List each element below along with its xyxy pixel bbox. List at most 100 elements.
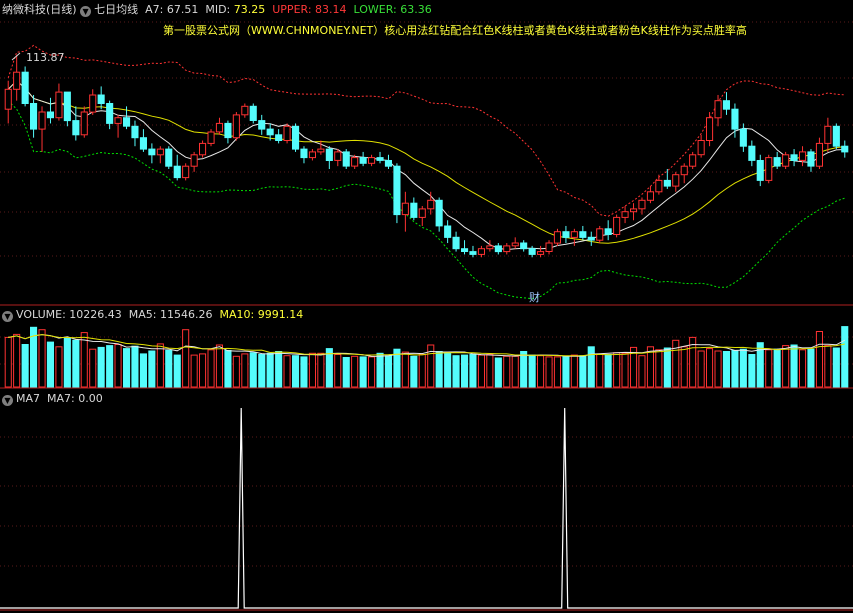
volume-bar: [596, 354, 604, 388]
volume-bar: [46, 341, 55, 388]
candle-body: [469, 251, 477, 255]
candle-body: [621, 211, 629, 218]
volume-bar: [722, 351, 731, 388]
volume-bar: [579, 355, 587, 388]
ma7-panel: [0, 407, 853, 609]
chevron-down-icon[interactable]: ▼: [80, 6, 92, 17]
volume-bar: [275, 351, 283, 388]
candle-body: [782, 154, 790, 167]
candle-body: [815, 142, 824, 167]
candle-body: [494, 245, 502, 253]
ma7-header: ▼ MA7 MA7: 0.00: [2, 392, 103, 406]
volume-bar: [799, 349, 807, 388]
candle-body: [241, 105, 249, 116]
volume-bar: [308, 352, 316, 388]
volume-bar: [325, 348, 333, 388]
candle-body: [706, 117, 714, 141]
volume-bar: [410, 355, 418, 388]
volume-bar: [300, 356, 308, 388]
candle-body: [342, 151, 350, 167]
candle-body: [275, 134, 283, 142]
candle-body: [722, 100, 731, 110]
candle-body: [4, 88, 12, 110]
candle-body: [613, 216, 621, 235]
volume-bar: [461, 354, 469, 388]
volume-bar: [604, 354, 612, 388]
ma7-signal-line: [0, 407, 853, 609]
grid-lines: [0, 21, 853, 611]
candle-body: [300, 148, 308, 159]
volume-bar: [368, 356, 376, 388]
volume-bar: [528, 354, 536, 388]
upper-value: 83.14: [315, 3, 347, 16]
candle-body: [790, 154, 798, 162]
candle-body: [325, 148, 333, 162]
candle-body: [435, 199, 443, 227]
candle-body: [224, 122, 232, 139]
volume-bar: [55, 346, 63, 388]
volume-bar: [663, 347, 671, 388]
candle-body: [114, 117, 122, 124]
volume-bar: [393, 348, 401, 388]
candle-body: [258, 120, 266, 130]
candle-body: [131, 125, 139, 139]
candle-body: [351, 157, 359, 167]
volume-bar: [30, 326, 38, 388]
chevron-down-icon[interactable]: ▼: [2, 395, 13, 406]
upper-label: UPPER:: [272, 3, 312, 16]
candle-body: [89, 94, 97, 113]
peak-arrow: [11, 52, 21, 61]
lower-band-line: [7, 100, 845, 300]
candle-body: [207, 131, 215, 144]
chevron-down-icon[interactable]: ▼: [2, 311, 13, 322]
volume-bar: [714, 350, 722, 388]
volume-bar: [782, 345, 790, 388]
volume-bar: [486, 354, 494, 388]
candle-body: [199, 142, 207, 156]
candle-body: [562, 231, 570, 238]
candle-body: [486, 245, 494, 250]
candle-body: [596, 228, 604, 241]
indicator-name[interactable]: 七日均线: [94, 3, 139, 16]
volume-bar: [435, 351, 443, 388]
mid-line: [7, 80, 845, 244]
candle-body: [604, 228, 612, 236]
mid-label: MID:: [205, 3, 231, 16]
volume-bar: [232, 355, 240, 388]
volume-bar: [38, 329, 46, 388]
volume-bar: [562, 355, 570, 388]
candle-body: [765, 157, 773, 181]
candle-body: [317, 148, 325, 153]
volume-bar: [680, 346, 688, 388]
volume-bar: [630, 346, 638, 388]
volume-bar: [444, 352, 452, 388]
volume-bar: [131, 345, 139, 388]
ma5-label: MA5:: [128, 308, 157, 321]
volume-bar: [655, 349, 663, 388]
ma7-name[interactable]: MA7: [16, 392, 41, 405]
volume-bar: [292, 355, 300, 388]
volume-bar: [765, 349, 773, 388]
volume-bar: [241, 353, 249, 388]
volume-bar: [342, 357, 350, 388]
volume-bar: [553, 356, 562, 388]
volume-bar: [706, 348, 714, 388]
candle-body: [368, 157, 376, 164]
volume-bar: [756, 342, 764, 388]
volume-bar: [139, 353, 147, 388]
volume-bar: [477, 354, 485, 388]
ma10-value: 9991.14: [257, 308, 304, 321]
candle-body: [672, 174, 680, 187]
candle-body: [139, 137, 147, 150]
candle-body: [410, 202, 418, 218]
candle-body: [655, 179, 663, 193]
finance-marker[interactable]: 财: [529, 291, 540, 304]
ma7-label: MA7:: [47, 392, 75, 405]
volume-bar: [359, 356, 367, 388]
volume-bar: [427, 344, 435, 388]
candle-body: [292, 125, 300, 150]
volume-bar: [646, 346, 655, 388]
candle-body: [511, 242, 519, 247]
candle-body: [579, 231, 587, 238]
volume-bar: [72, 339, 80, 388]
